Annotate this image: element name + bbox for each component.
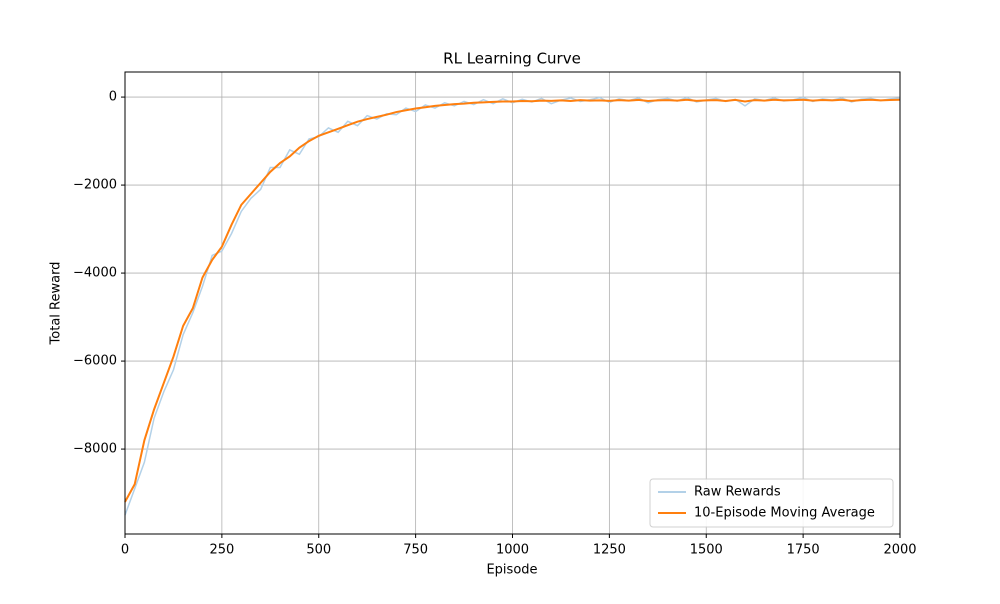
legend-label: Raw Rewards [694,485,781,500]
y-tick-label: −4000 [73,266,117,281]
x-tick-label: 1000 [496,543,529,558]
series-line [124,96,901,516]
y-tick-label: −6000 [73,354,117,369]
x-axis-label: Episode [486,563,537,578]
series-line [124,98,901,503]
y-tick-label: −8000 [73,442,117,457]
x-tick-label: 0 [121,543,129,558]
legend-label: 10-Episode Moving Average [694,506,875,521]
legend-box [649,478,894,528]
x-tick-label: 250 [209,543,234,558]
plot-frame [124,71,901,535]
x-tick-label: 750 [403,543,428,558]
x-tick-label: 500 [306,543,331,558]
x-tick-label: 1750 [787,543,820,558]
y-tick-label: 0 [109,90,117,105]
x-tick-label: 2000 [883,543,916,558]
chart-title: RL Learning Curve [443,50,581,68]
y-axis-label: Total Reward [49,262,64,346]
x-tick-label: 1250 [593,543,626,558]
legend: Raw Rewards 10-Episode Moving Average [649,478,894,528]
y-tick-label: −2000 [73,178,117,193]
x-tick-label: 1500 [690,543,723,558]
